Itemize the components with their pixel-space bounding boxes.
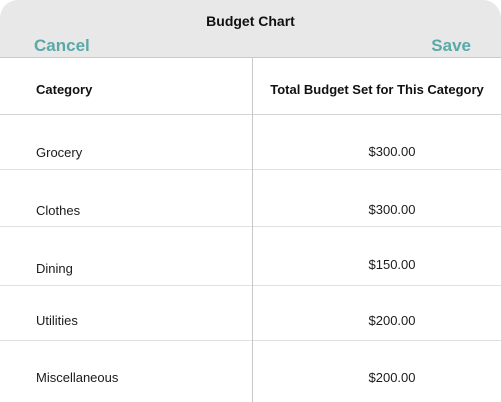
column-divider bbox=[252, 58, 253, 402]
column-header-total-budget: Total Budget Set for This Category bbox=[270, 82, 484, 97]
save-button[interactable]: Save bbox=[431, 36, 471, 55]
cancel-button[interactable]: Cancel bbox=[34, 36, 90, 55]
column-header-category: Category bbox=[36, 82, 93, 97]
category-cell: Clothes bbox=[36, 203, 81, 218]
table-row[interactable]: Grocery $300.00 bbox=[0, 115, 501, 170]
page-title: Budget Chart bbox=[206, 13, 295, 29]
table-row[interactable]: Miscellaneous $200.00 bbox=[0, 341, 501, 402]
table-row[interactable]: Dining $150.00 bbox=[0, 227, 501, 286]
table-row[interactable]: Clothes $300.00 bbox=[0, 170, 501, 227]
amount-cell: $300.00 bbox=[368, 202, 416, 217]
category-cell: Dining bbox=[36, 261, 73, 276]
table-row[interactable]: Utilities $200.00 bbox=[0, 286, 501, 341]
nav-header: Budget Chart Cancel Save bbox=[0, 0, 501, 58]
category-cell: Miscellaneous bbox=[36, 370, 119, 385]
amount-cell: $200.00 bbox=[368, 370, 416, 385]
category-cell: Utilities bbox=[36, 313, 78, 328]
category-cell: Grocery bbox=[36, 145, 83, 160]
table-header: Category Total Budget Set for This Categ… bbox=[0, 58, 501, 115]
amount-cell: $150.00 bbox=[368, 257, 416, 272]
amount-cell: $200.00 bbox=[368, 313, 416, 328]
amount-cell: $300.00 bbox=[368, 144, 416, 159]
